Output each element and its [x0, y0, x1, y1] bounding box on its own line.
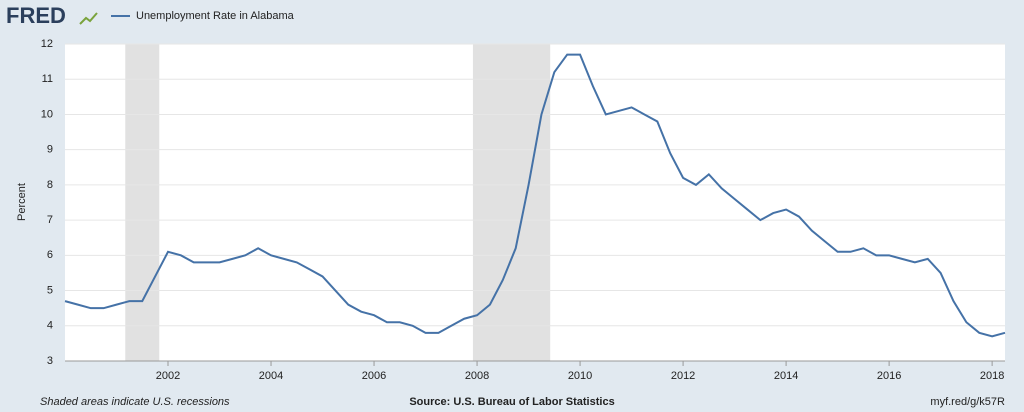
x-tick-label: 2008 — [465, 370, 489, 382]
logo-icon — [79, 12, 98, 25]
x-tick-label: 2002 — [156, 370, 180, 382]
x-tick-label: 2014 — [774, 370, 798, 382]
y-tick-label: 8 — [47, 179, 53, 191]
recession-band — [125, 44, 160, 361]
y-tick-label: 6 — [47, 249, 53, 261]
y-axis-label: Percent — [16, 183, 28, 221]
x-tick-label: 2018 — [980, 370, 1004, 382]
x-tick-label: 2010 — [568, 370, 592, 382]
y-tick-label: 11 — [42, 73, 53, 85]
logo: FRED — [6, 3, 66, 28]
y-tick-label: 7 — [47, 214, 53, 226]
y-tick-label: 10 — [41, 108, 53, 120]
x-tick-label: 2006 — [362, 370, 386, 382]
footer-note: Shaded areas indicate U.S. recessions — [40, 396, 230, 408]
legend-label: Unemployment Rate in Alabama — [136, 10, 295, 22]
x-tick-label: 2016 — [877, 370, 901, 382]
x-tick-label: 2004 — [259, 370, 283, 382]
y-tick-label: 3 — [47, 355, 53, 367]
y-tick-label: 9 — [47, 144, 53, 156]
y-tick-label: 5 — [47, 284, 53, 296]
footer-link: myf.red/g/k57R — [930, 396, 1005, 408]
footer-source: Source: U.S. Bureau of Labor Statistics — [409, 396, 614, 408]
x-tick-label: 2012 — [671, 370, 695, 382]
series-line — [64, 53, 1006, 338]
y-tick-label: 12 — [41, 38, 53, 50]
y-tick-label: 4 — [47, 320, 53, 332]
recession-band — [472, 44, 551, 361]
